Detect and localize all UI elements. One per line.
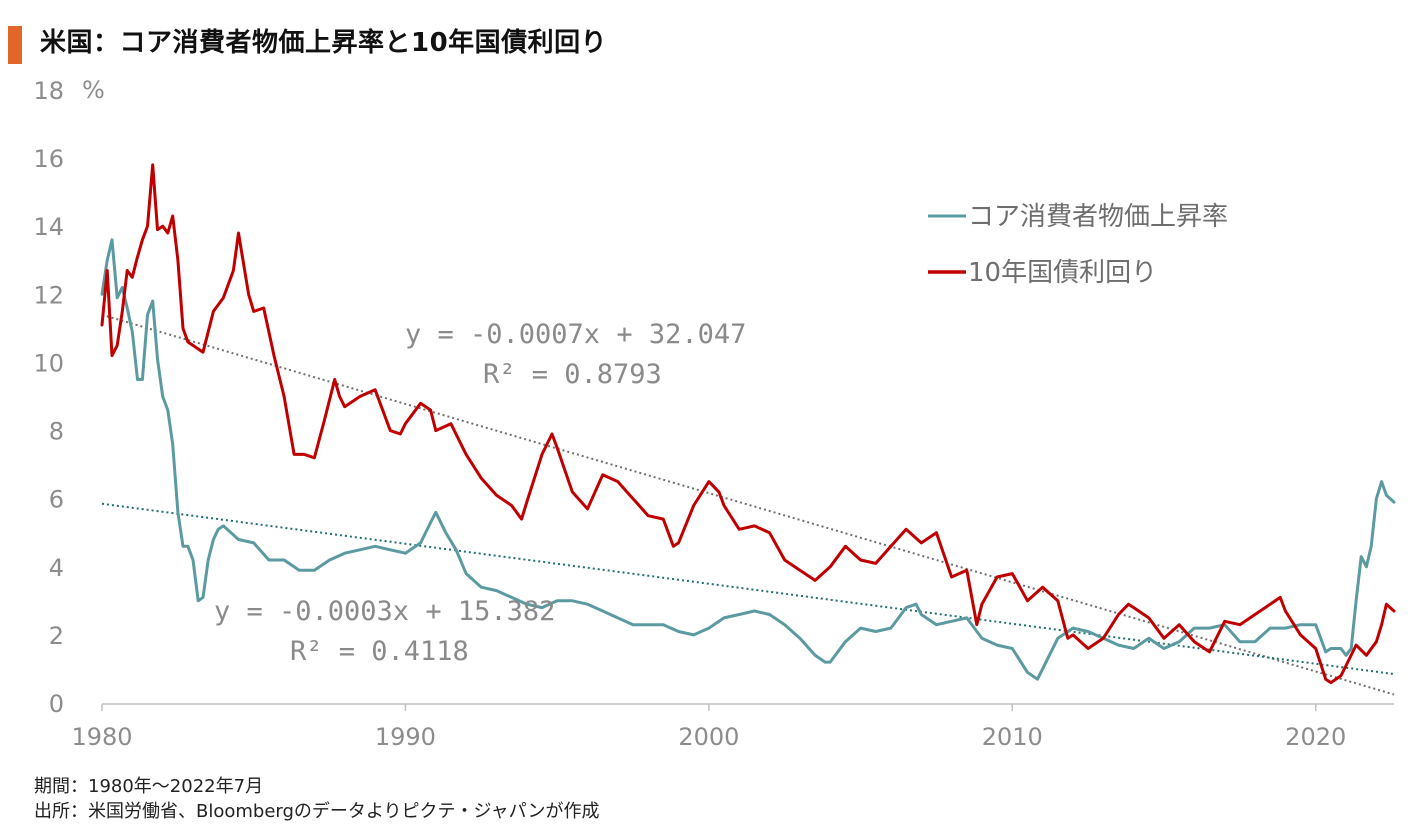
title-accent-bar bbox=[8, 26, 22, 64]
series-lines bbox=[100, 163, 1396, 685]
trendlines bbox=[101, 313, 1395, 696]
x-tick-label: 1980 bbox=[71, 723, 132, 751]
x-tick-label: 2010 bbox=[982, 723, 1043, 751]
trend-labels: y = -0.0007x + 32.047 R² = 0.8793 y = -0… bbox=[214, 319, 746, 667]
y-tick-label: 2 bbox=[49, 622, 64, 650]
y-tick-label: 8 bbox=[49, 418, 64, 446]
trend-10y-equation: y = -0.0007x + 32.047 bbox=[405, 319, 746, 350]
legend: コア消費者物価上昇率 10年国債利回り bbox=[928, 202, 1228, 288]
y-tick-label: 12 bbox=[33, 281, 64, 309]
x-axis: 1980 1990 2000 2010 2020 bbox=[71, 703, 1394, 751]
x-tick-label: 2000 bbox=[678, 723, 739, 751]
y-tick-label: 18 bbox=[33, 77, 64, 105]
y-tick-label: 4 bbox=[49, 554, 64, 582]
legend-label-10y: 10年国債利回り bbox=[968, 258, 1157, 288]
y-tick-label: 6 bbox=[49, 486, 64, 514]
y-tick-label: 16 bbox=[33, 145, 64, 173]
trend-10y-r2: R² = 0.8793 bbox=[483, 359, 662, 390]
trendline-core-cpi bbox=[101, 502, 1395, 676]
footnote-period: 期間：1980年～2022年7月 bbox=[34, 776, 264, 797]
chart-title: 米国：コア消費者物価上昇率と10年国債利回り bbox=[40, 28, 608, 58]
y-tick-label: 0 bbox=[49, 690, 64, 718]
x-tick-label: 1990 bbox=[375, 723, 436, 751]
trend-cpi-r2: R² = 0.4118 bbox=[290, 636, 469, 667]
footnote-source: 出所：米国労働省、Bloombergのデータよりピクテ・ジャパンが作成 bbox=[34, 801, 600, 822]
legend-label-core-cpi: コア消費者物価上昇率 bbox=[968, 202, 1228, 232]
series-line-core-cpi bbox=[100, 238, 1396, 681]
y-tick-label: 14 bbox=[33, 213, 64, 241]
series-line-10y bbox=[100, 163, 1396, 685]
x-tick-label: 2020 bbox=[1285, 723, 1346, 751]
y-unit-label: % bbox=[82, 76, 105, 104]
y-tick-label: 10 bbox=[33, 349, 64, 377]
trend-cpi-equation: y = -0.0003x + 15.382 bbox=[214, 596, 555, 627]
y-axis: 0 2 4 6 8 10 12 14 16 18 bbox=[33, 77, 64, 718]
